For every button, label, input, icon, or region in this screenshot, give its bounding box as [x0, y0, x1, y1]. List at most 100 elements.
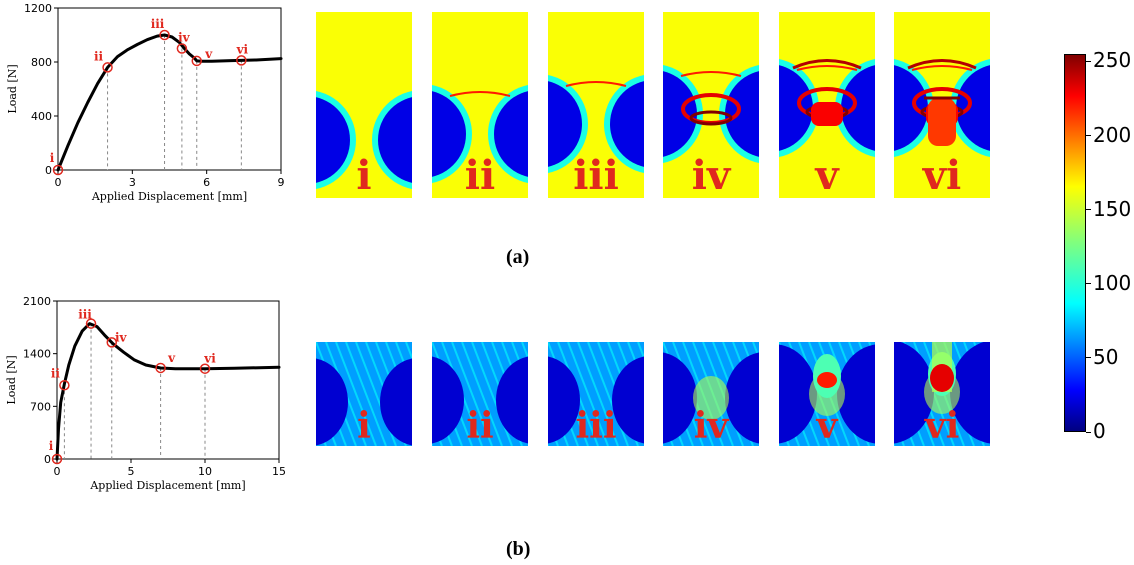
speckle-stripe: [567, 342, 609, 446]
notch-right: [496, 356, 528, 444]
strain-field-image: [779, 12, 875, 198]
strain-field-image: [316, 342, 412, 446]
point-label: vi: [236, 42, 249, 56]
point-marker: [51, 453, 63, 465]
strain-panel-ii: ii: [432, 12, 528, 198]
y-tick-label: 2100: [23, 295, 51, 308]
strain-field-image: [894, 342, 990, 446]
strain-zone: [693, 376, 729, 420]
caption-b: (b): [506, 538, 531, 560]
notch-left: [894, 342, 934, 444]
strain-field-image: [432, 12, 528, 198]
upper-band: [907, 59, 977, 70]
y-axis-label: Load [N]: [5, 355, 18, 404]
strain-panel-vi: vi: [894, 12, 990, 198]
strain-panel-v: v: [779, 12, 875, 198]
notch-right: [725, 71, 759, 157]
colorbar-tick: [1086, 283, 1091, 285]
y-tick-label: 1400: [23, 348, 51, 361]
strain-field-image: [316, 12, 412, 198]
strain-field-image: [663, 12, 759, 198]
x-tick-label: 0: [54, 465, 61, 478]
x-tick-label: 0: [55, 176, 62, 189]
point-label: i: [49, 439, 54, 453]
notch-right: [610, 81, 644, 167]
x-tick-label: 10: [198, 465, 212, 478]
x-axis-label: Applied Displacement [mm]: [91, 190, 247, 203]
point-label: iii: [78, 308, 92, 322]
notch-left: [548, 356, 580, 444]
strain-band: [565, 81, 627, 87]
colorbar-tick-label: 100: [1093, 270, 1132, 295]
notch-right: [378, 97, 412, 183]
strain-panel-vi: vi: [894, 342, 990, 446]
strain-field-image: [894, 12, 990, 198]
strain-panel-iii: iii: [548, 342, 644, 446]
strain-band: [911, 65, 973, 71]
notch-left: [548, 81, 582, 167]
point-marker: [236, 55, 247, 66]
y-tick-label: 0: [45, 164, 52, 177]
panel-label: iv: [693, 405, 729, 446]
point-marker: [159, 29, 170, 41]
notch-left: [316, 358, 348, 446]
point-marker: [102, 62, 113, 73]
colorbar-tick: [1086, 60, 1091, 62]
caption-a: (a): [506, 246, 530, 268]
load-curve: [55, 322, 281, 461]
panel-label: v: [815, 152, 839, 198]
notch-right: [612, 356, 644, 444]
colorbar-tick: [1086, 209, 1091, 211]
point-label: ii: [51, 366, 61, 380]
x-tick-label: 5: [128, 465, 135, 478]
speckle-stripe: [627, 342, 644, 387]
notch-left: [779, 344, 817, 444]
colorbar-tick-label: 150: [1093, 196, 1132, 221]
notch-left: [663, 71, 697, 157]
point-marker: [85, 318, 97, 329]
upper-band: [792, 59, 862, 70]
speckle-stripe: [395, 342, 412, 387]
x-tick-label: 6: [203, 176, 210, 189]
strain-band: [796, 65, 858, 71]
speckle-stripe: [345, 342, 387, 446]
notch-right: [956, 65, 990, 151]
point-marker: [106, 337, 118, 348]
strain-panel-v: v: [779, 342, 875, 446]
y-tick-label: 700: [30, 400, 51, 413]
hot-spot: [817, 372, 837, 388]
strain-core: [689, 110, 733, 126]
x-tick-label: 15: [272, 465, 286, 478]
panel-label: vi: [922, 152, 962, 198]
y-axis-label: Load [N]: [6, 64, 19, 113]
load-displacement-chart-a: 0 3 6 9 0 400 800 1200 Applied Displacement [mm]…: [6, 2, 285, 203]
point-label: iii: [151, 17, 165, 31]
colorbar-tick-label: 200: [1093, 122, 1132, 147]
notch-right: [725, 352, 759, 444]
speckle-stripe: [335, 342, 377, 446]
point-marker: [191, 55, 203, 67]
y-tick-label: 1200: [24, 2, 52, 15]
plot-frame: [57, 7, 282, 171]
notch-left: [432, 356, 464, 444]
panel-label: iii: [575, 405, 617, 446]
point-marker: [59, 380, 70, 391]
notch-right: [494, 91, 528, 177]
speckle-stripe: [511, 342, 528, 387]
colorbar-tick: [1086, 135, 1091, 137]
point-label: vi: [203, 352, 216, 366]
panel-label: v: [816, 405, 838, 446]
panel-label: ii: [466, 405, 494, 446]
notch-left: [779, 65, 813, 151]
panel-label: iv: [691, 152, 731, 198]
colorbar-tick-label: 0: [1093, 419, 1106, 443]
notch-left: [663, 352, 697, 444]
strain-band: [680, 71, 742, 77]
strain-field-image: [779, 342, 875, 446]
notch-right: [837, 344, 875, 444]
strain-panel-iv: iv: [663, 12, 759, 198]
point-marker: [52, 164, 64, 176]
colorbar-tick: [1086, 431, 1091, 433]
panel-label: i: [356, 152, 372, 198]
strain-panel-ii: ii: [432, 342, 528, 446]
